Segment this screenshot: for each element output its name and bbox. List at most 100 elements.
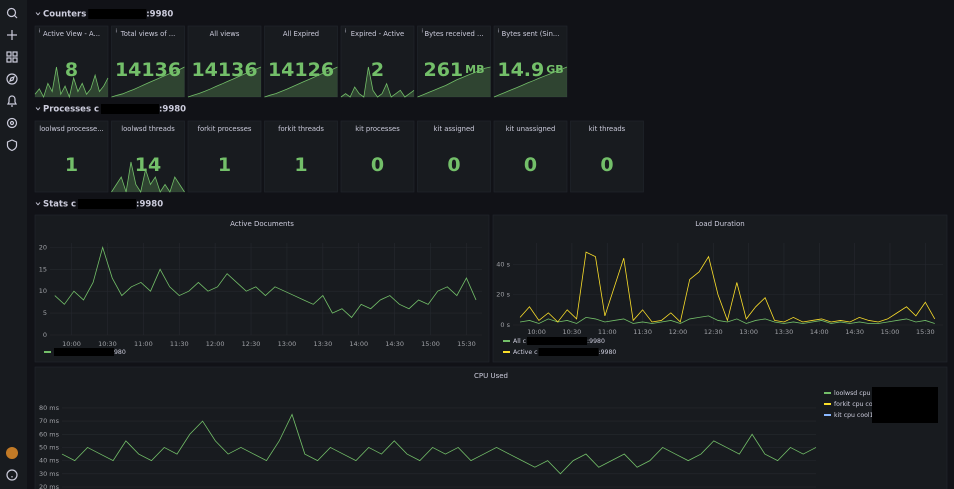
admin-icon[interactable] [6, 139, 18, 152]
info-icon: i [345, 29, 346, 35]
y-tick-label: 0 s [500, 321, 510, 329]
y-tick-label: 30 ms [39, 470, 60, 478]
y-tick-label: 5 [43, 309, 47, 317]
explore-icon[interactable] [6, 73, 18, 85]
x-tick-label: 10:30 [98, 340, 117, 348]
panel-bg [111, 25, 185, 98]
panel-title: Bytes sent (Sin... [502, 30, 560, 38]
stat-panel: kit unassigned 0 [493, 120, 568, 193]
stat-value: 0 [371, 154, 384, 176]
panel-bg [493, 25, 568, 98]
alerting-icon[interactable] [7, 95, 17, 107]
stat-value: 14126 [268, 59, 334, 81]
series-line [520, 315, 935, 324]
x-tick-label: 12:30 [242, 340, 261, 348]
panel-title: Active View - A... [43, 30, 100, 38]
stat-number: 14136 [191, 59, 257, 81]
panel-bg [417, 25, 491, 98]
x-tick-label: 14:00 [349, 340, 368, 348]
search-icon[interactable] [6, 7, 18, 19]
stat-number: 8 [65, 59, 78, 81]
panel-title: kit unassigned [506, 125, 556, 133]
panel-title: Expired - Active [351, 30, 404, 38]
panel-bg [34, 214, 490, 363]
y-tick-label: 60 ms [39, 430, 60, 438]
legend-label[interactable]: kit cpu cool1. [834, 412, 876, 419]
x-tick-label: 13:00 [278, 340, 297, 348]
panel-title: kit processes [355, 125, 400, 133]
stat-number: 1 [65, 154, 78, 176]
stat-panel: forkit threads 1 [264, 120, 338, 193]
collapse-chevron [35, 12, 41, 16]
x-tick-label: 11:00 [598, 328, 617, 336]
stat-value: 0 [600, 154, 613, 176]
x-tick-label: 12:00 [669, 328, 688, 336]
section-suffix: :9980 [146, 10, 173, 20]
stat-panel: loolwsd threads 14 [111, 120, 185, 194]
stat-number: 14126 [268, 59, 334, 81]
stat-value: 8 [65, 59, 78, 81]
x-tick-label: 15:30 [916, 328, 935, 336]
info-icon: i [39, 29, 40, 35]
x-tick-label: 13:00 [739, 328, 758, 336]
stat-number: 14 [135, 154, 161, 176]
info-icon: i [498, 29, 499, 35]
sidebar-bg [0, 0, 27, 489]
config-icon[interactable] [6, 117, 18, 129]
x-tick-label: 10:00 [62, 340, 81, 348]
redaction [527, 337, 588, 345]
panel-bg [264, 120, 338, 193]
legend-suffix: :9980 [599, 349, 617, 356]
redaction [101, 104, 160, 114]
y-tick-label: 70 ms [39, 417, 60, 425]
dashboards-icon[interactable] [6, 51, 18, 63]
x-tick-label: 15:00 [881, 328, 900, 336]
stat-number: 261 [423, 59, 463, 81]
stat-value: 14 [135, 154, 161, 176]
sparkline [111, 66, 185, 98]
y-tick-label: 40 ms [39, 457, 60, 465]
chart-panel: CPU Used 20 ms 30 ms 40 ms 50 ms 60 ms 70 ms 80… [34, 366, 948, 489]
legend-label[interactable]: Active c [513, 349, 538, 356]
panel-bg [187, 25, 262, 98]
y-tick-label: 80 ms [39, 404, 60, 412]
panel-title: All views [210, 30, 240, 38]
y-tick-label: 50 ms [39, 443, 60, 451]
sparkline [34, 66, 109, 99]
x-tick-label: 15:00 [421, 340, 440, 348]
avatar[interactable] [6, 447, 18, 459]
x-tick-label: 12:30 [704, 328, 723, 336]
x-tick-label: 14:00 [810, 328, 829, 336]
x-tick-label: 12:00 [206, 340, 225, 348]
redaction [88, 9, 147, 19]
help-icon[interactable] [6, 469, 18, 481]
stat-value: 261 MB [423, 59, 484, 81]
stat-value: 2 [371, 59, 384, 81]
create-icon[interactable] [7, 30, 17, 40]
x-tick-label: 14:30 [385, 340, 404, 348]
panel-bg [34, 366, 948, 489]
section-title[interactable]: Stats c [43, 200, 76, 210]
stat-value: 0 [524, 154, 537, 176]
legend-label[interactable]: loolwsd cpu c [834, 390, 876, 397]
x-tick-label: 10:00 [527, 328, 546, 336]
stat-unit: GB [546, 63, 563, 76]
legend-label[interactable]: forkit cpu coo [834, 401, 877, 408]
section-suffix: :9980 [136, 200, 163, 210]
series-line [61, 413, 817, 475]
stat-number: 14136 [115, 59, 181, 81]
sparkline [187, 66, 262, 98]
section-title[interactable]: Counters [43, 10, 86, 20]
sparkline-area [35, 67, 108, 97]
stat-value: 1 [218, 154, 231, 176]
redaction [78, 199, 137, 209]
x-tick-label: 15:30 [457, 340, 476, 348]
stat-panel: All Expired 14126 [264, 25, 338, 98]
stat-number: 0 [371, 154, 384, 176]
y-tick-label: 40 s [496, 260, 510, 268]
legend-label[interactable]: All c [513, 338, 527, 345]
stat-panel: i Bytes received ... 261 MB [417, 25, 491, 98]
section-title[interactable]: Processes c [43, 105, 99, 115]
panel-title: kit threads [589, 125, 626, 133]
